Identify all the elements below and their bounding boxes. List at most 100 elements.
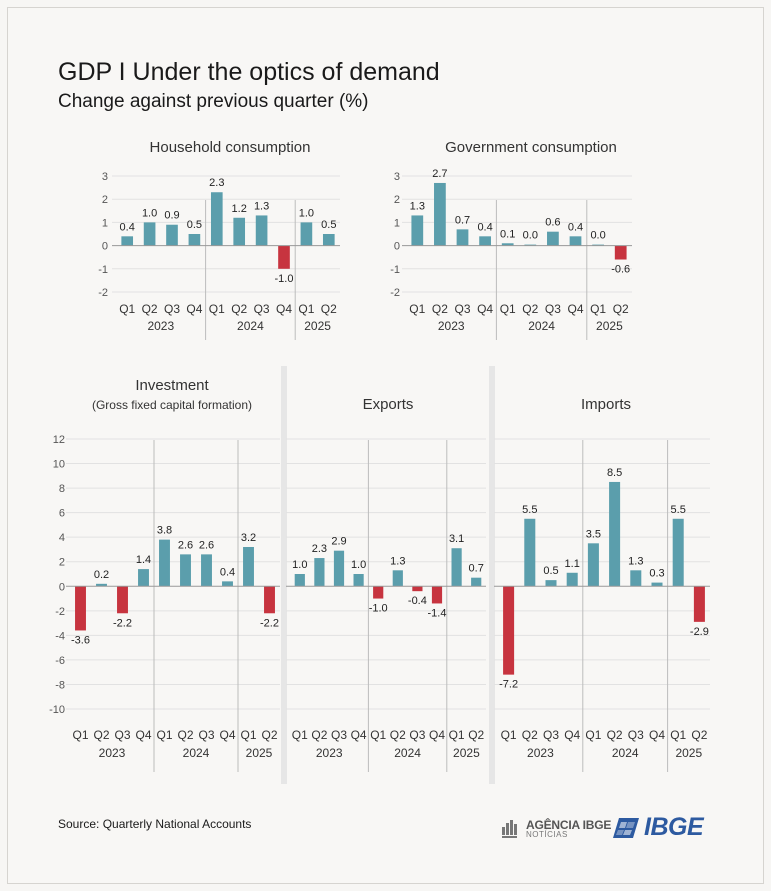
data-label: 3.5 bbox=[586, 528, 601, 540]
quarter-label: Q2 bbox=[231, 302, 247, 316]
y-tick-label: 6 bbox=[59, 508, 65, 520]
bar bbox=[166, 224, 178, 246]
data-label: 5.5 bbox=[522, 504, 537, 516]
quarter-label: Q3 bbox=[543, 728, 559, 742]
quarter-label: Q3 bbox=[409, 728, 425, 742]
quarter-label: Q2 bbox=[321, 302, 337, 316]
bar bbox=[569, 236, 582, 246]
quarter-label: Q1 bbox=[209, 302, 225, 316]
y-tick-label: -1 bbox=[390, 264, 400, 276]
bar bbox=[264, 586, 275, 614]
quarter-label: Q4 bbox=[567, 302, 583, 316]
quarter-label: Q1 bbox=[292, 728, 308, 742]
bar bbox=[503, 586, 515, 675]
bar bbox=[138, 569, 149, 587]
data-label: 1.0 bbox=[142, 207, 157, 219]
y-tick-label: 1 bbox=[394, 217, 400, 229]
quarter-label: Q1 bbox=[585, 728, 601, 742]
quarter-label: Q3 bbox=[254, 302, 270, 316]
year-label: 2025 bbox=[675, 746, 702, 760]
data-label: 2.6 bbox=[178, 539, 193, 551]
data-label: -0.6 bbox=[611, 264, 630, 276]
data-label: 0.4 bbox=[120, 221, 135, 233]
y-tick-label: 3 bbox=[102, 171, 108, 183]
data-label: 2.3 bbox=[209, 177, 224, 189]
bar bbox=[630, 570, 642, 587]
quarter-label: Q4 bbox=[429, 728, 445, 742]
ibge-logo-text: IBGE bbox=[644, 813, 704, 841]
data-label: 0.7 bbox=[469, 563, 484, 575]
data-label: -2.9 bbox=[690, 626, 709, 638]
agencia-logo-text: AGÊNCIA IBGE bbox=[526, 818, 612, 832]
data-label: 1.3 bbox=[628, 555, 643, 567]
data-label: 2.3 bbox=[312, 543, 327, 555]
bar bbox=[255, 215, 268, 246]
data-label: -7.2 bbox=[499, 679, 518, 691]
quarter-label: Q2 bbox=[607, 728, 623, 742]
quarter-label: Q1 bbox=[72, 728, 88, 742]
data-label: 0.2 bbox=[94, 569, 109, 581]
quarter-label: Q3 bbox=[628, 728, 644, 742]
bar bbox=[456, 229, 469, 246]
bar bbox=[294, 574, 305, 587]
bar bbox=[392, 570, 403, 587]
data-label: -1.0 bbox=[275, 273, 294, 285]
data-label: 0.0 bbox=[590, 230, 605, 242]
bar bbox=[609, 481, 621, 587]
year-label: 2024 bbox=[612, 746, 639, 760]
y-tick-label: -10 bbox=[49, 704, 65, 716]
year-label: 2023 bbox=[99, 746, 126, 760]
data-label: 0.3 bbox=[649, 568, 664, 580]
bar bbox=[96, 583, 107, 587]
data-label: 2.6 bbox=[199, 539, 214, 551]
bar bbox=[479, 236, 491, 246]
bar bbox=[693, 586, 705, 622]
quarter-label: Q1 bbox=[119, 302, 135, 316]
bar bbox=[412, 586, 423, 592]
quarter-label: Q3 bbox=[331, 728, 347, 742]
page-subtitle: Change against previous quarter (%) bbox=[58, 91, 369, 112]
quarter-label: Q1 bbox=[501, 728, 517, 742]
quarter-label: Q4 bbox=[219, 728, 235, 742]
data-label: 1.3 bbox=[410, 200, 425, 212]
y-tick-label: -1 bbox=[98, 264, 108, 276]
quarter-label: Q1 bbox=[156, 728, 172, 742]
y-tick-label: -4 bbox=[55, 630, 65, 642]
data-label: 8.5 bbox=[607, 467, 622, 479]
bar bbox=[322, 234, 335, 246]
bar bbox=[75, 586, 86, 631]
data-label: 0.9 bbox=[164, 210, 179, 222]
source-note: Source: Quarterly National Accounts bbox=[58, 817, 252, 831]
data-label: 5.5 bbox=[671, 504, 686, 516]
bar bbox=[180, 554, 191, 587]
data-label: 0.5 bbox=[321, 219, 336, 231]
chart-title: Exports bbox=[363, 396, 414, 413]
page-title: GDP I Under the optics of demand bbox=[58, 58, 440, 86]
bar bbox=[431, 586, 443, 604]
quarter-label: Q2 bbox=[468, 728, 484, 742]
y-tick-label: -2 bbox=[55, 606, 65, 618]
bar bbox=[314, 558, 325, 587]
agencia-ibge-logo: AGÊNCIA IBGE NOTÍCIAS bbox=[500, 815, 611, 843]
quarter-label: Q4 bbox=[276, 302, 292, 316]
data-label: 1.0 bbox=[292, 559, 307, 571]
data-label: 0.5 bbox=[543, 565, 558, 577]
y-tick-label: -2 bbox=[98, 287, 108, 299]
quarter-label: Q2 bbox=[432, 302, 448, 316]
data-label: 0.7 bbox=[455, 214, 470, 226]
quarter-label: Q4 bbox=[135, 728, 151, 742]
quarter-label: Q4 bbox=[564, 728, 580, 742]
bar bbox=[501, 243, 514, 246]
chart-title: Household consumption bbox=[150, 139, 311, 156]
bar bbox=[201, 554, 212, 587]
bar bbox=[524, 518, 536, 587]
data-label: 2.9 bbox=[331, 536, 346, 548]
panel-divider bbox=[281, 366, 287, 784]
bar bbox=[545, 580, 557, 587]
quarter-label: Q1 bbox=[240, 728, 256, 742]
agencia-mark-icon bbox=[502, 820, 517, 838]
ibge-mark-icon bbox=[613, 817, 639, 838]
data-label: 0.4 bbox=[220, 566, 235, 578]
bar bbox=[411, 215, 424, 246]
